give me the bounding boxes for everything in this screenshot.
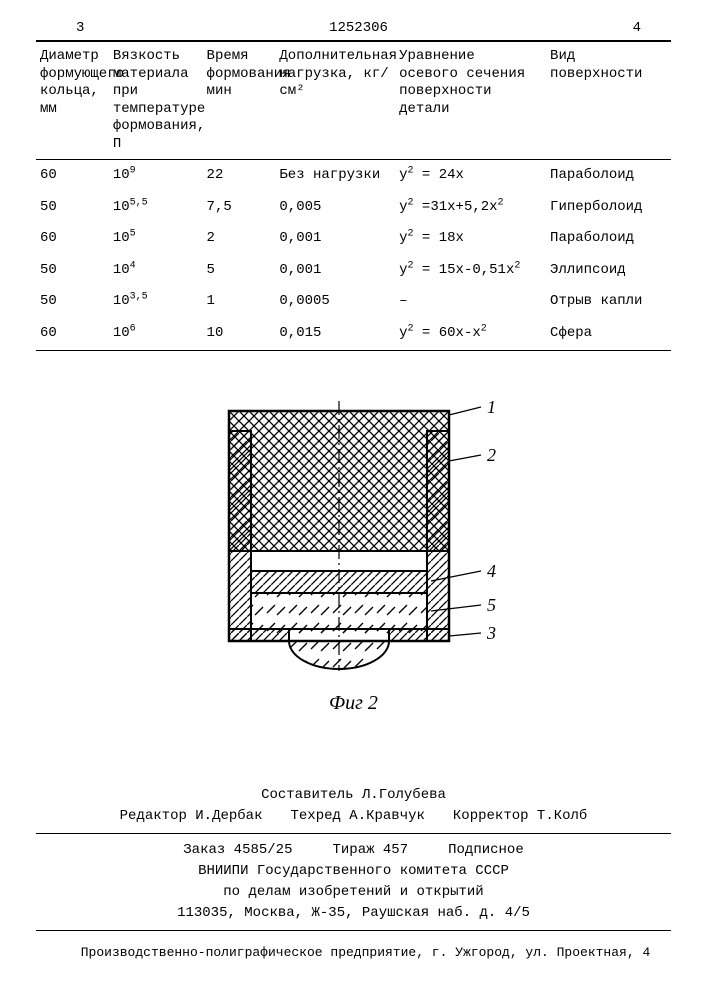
table-row: 5010450,001y2 = 15x-0,51x2Эллипсоид	[36, 255, 671, 287]
credits-rule-1	[36, 833, 671, 834]
figure-block: 1 2 4 5 3 Фиг 2	[199, 401, 509, 715]
subscribe: Подписное	[448, 840, 524, 861]
org-line-1: ВНИИПИ Государственного комитета СССР	[36, 861, 671, 882]
cell-viscosity: 105	[109, 223, 203, 255]
cell-load: 0,0005	[275, 286, 395, 318]
table-row: 6010922Без нагрузкиy2 = 24xПараболоид	[36, 160, 671, 192]
cell-load: 0,001	[275, 255, 395, 287]
table-row: 50105,57,50,005y2 =31x+5,2x2Гиперболоид	[36, 192, 671, 224]
cell-equation: y2 = 24x	[395, 160, 546, 192]
editor: Редактор И.Дербак	[120, 806, 263, 827]
printing-house: Производственно-полиграфическое предприя…	[36, 937, 671, 963]
cell-load: 0,001	[275, 223, 395, 255]
cell-diameter: 50	[36, 192, 109, 224]
cell-time: 7,5	[203, 192, 276, 224]
header-row: 3 1252306 4	[36, 20, 671, 38]
cell-diameter: 60	[36, 160, 109, 192]
cell-time: 2	[203, 223, 276, 255]
left-page-num: 3	[76, 20, 84, 36]
address-line: 113035, Москва, Ж-35, Раушская наб. д. 4…	[36, 903, 671, 924]
cell-viscosity: 105,5	[109, 192, 203, 224]
cell-equation: y2 = 60x-x2	[395, 318, 546, 350]
cell-diameter: 50	[36, 255, 109, 287]
compiler-line: Составитель Л.Голубева	[36, 785, 671, 806]
data-table: Диаметр формующего кольца, мм Вязкость м…	[36, 41, 671, 351]
col-viscosity: Вязкость материала при температуре формо…	[109, 42, 203, 160]
cell-time: 10	[203, 318, 276, 350]
table-row: 50103,510,0005–Отрыв капли	[36, 286, 671, 318]
cell-surface: Отрыв капли	[546, 286, 671, 318]
cell-equation: y2 =31x+5,2x2	[395, 192, 546, 224]
editors-line: Редактор И.Дербак Техред А.Кравчук Корре…	[36, 806, 671, 827]
table-header-row: Диаметр формующего кольца, мм Вязкость м…	[36, 42, 671, 160]
cell-surface: Параболоид	[546, 223, 671, 255]
col-equation: Уравнение осевого сечения поверхности де…	[395, 42, 546, 160]
fig-label-2: 2	[487, 445, 496, 465]
cell-time: 5	[203, 255, 276, 287]
cell-diameter: 60	[36, 318, 109, 350]
cell-time: 22	[203, 160, 276, 192]
table-row: 60106100,015y2 = 60x-x2Сфера	[36, 318, 671, 350]
cell-load: 0,015	[275, 318, 395, 350]
org-block: ВНИИПИ Государственного комитета СССР по…	[36, 861, 671, 924]
order-line: Заказ 4585/25 Тираж 457 Подписное	[36, 840, 671, 861]
cell-equation: –	[395, 286, 546, 318]
cell-viscosity: 106	[109, 318, 203, 350]
right-page-num: 4	[633, 20, 641, 36]
fig-label-5: 5	[487, 595, 496, 615]
credits-block: Составитель Л.Голубева Редактор И.Дербак…	[36, 785, 671, 963]
tech-editor: Техред А.Кравчук	[290, 806, 424, 827]
col-load: Дополнительная нагрузка, кг/см²	[275, 42, 395, 160]
figure-svg: 1 2 4 5 3	[199, 401, 509, 681]
col-time: Время формования мин	[203, 42, 276, 160]
cell-viscosity: 103,5	[109, 286, 203, 318]
document-number: 1252306	[329, 20, 388, 36]
cell-equation: y2 = 18x	[395, 223, 546, 255]
cell-time: 1	[203, 286, 276, 318]
col-diameter: Диаметр формующего кольца, мм	[36, 42, 109, 160]
table-body: 6010922Без нагрузкиy2 = 24xПараболоид501…	[36, 160, 671, 351]
page: 3 1252306 4 Диаметр формующего кольца, м…	[0, 0, 707, 1000]
cell-surface: Эллипсоид	[546, 255, 671, 287]
cell-viscosity: 104	[109, 255, 203, 287]
col-surface: Вид поверхности	[546, 42, 671, 160]
credits-rule-2	[36, 930, 671, 931]
figure-caption: Фиг 2	[199, 692, 509, 715]
order-number: Заказ 4585/25	[183, 840, 292, 861]
cell-surface: Сфера	[546, 318, 671, 350]
cell-surface: Параболоид	[546, 160, 671, 192]
cell-surface: Гиперболоид	[546, 192, 671, 224]
fig-label-1: 1	[487, 401, 496, 417]
corrector: Корректор Т.Колб	[453, 806, 587, 827]
cell-equation: y2 = 15x-0,51x2	[395, 255, 546, 287]
fig-label-3: 3	[486, 623, 496, 643]
cell-load: Без нагрузки	[275, 160, 395, 192]
cell-diameter: 60	[36, 223, 109, 255]
cell-load: 0,005	[275, 192, 395, 224]
cell-viscosity: 109	[109, 160, 203, 192]
cell-diameter: 50	[36, 286, 109, 318]
tirazh: Тираж 457	[332, 840, 408, 861]
fig-label-4: 4	[487, 561, 496, 581]
table-row: 6010520,001y2 = 18xПараболоид	[36, 223, 671, 255]
org-line-2: по делам изобретений и открытий	[36, 882, 671, 903]
